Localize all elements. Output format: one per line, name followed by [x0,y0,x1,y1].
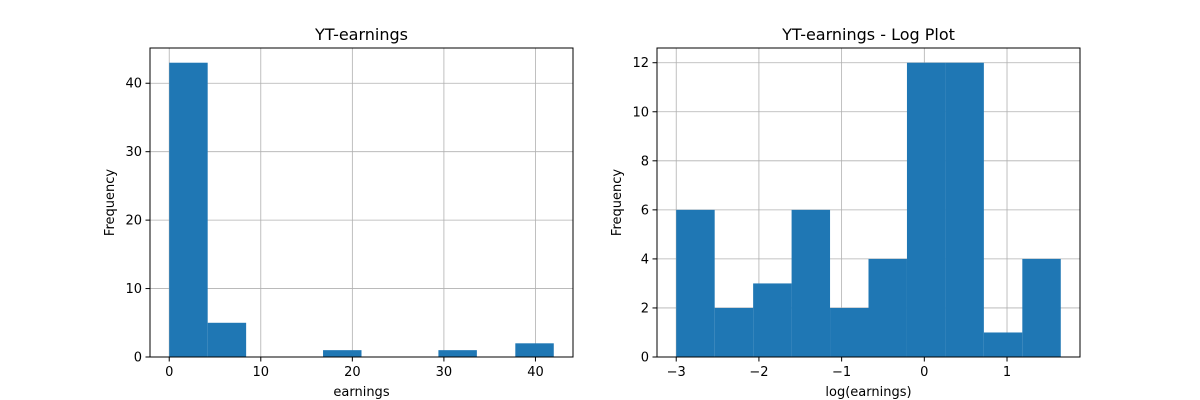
histogram-bar [753,283,792,357]
y-axis-label-earnings: Frequency [103,169,118,236]
histogram-bar [169,62,208,357]
histogram-bar [906,62,946,357]
histogram-bar [945,62,984,357]
x-tick-label: 10 [253,365,270,380]
histogram-bar [323,350,362,357]
histogram-bar [207,322,247,357]
histogram-bar [983,332,1023,357]
y-tick-label: 10 [632,105,649,120]
y-tick-label: 8 [641,154,649,169]
histogram-bar [515,343,554,357]
x-tick-label: 20 [344,365,361,380]
histogram-bar [438,350,477,357]
axes-frame-earnings [149,47,574,358]
y-tick-label: 30 [125,145,142,160]
y-tick-label: 20 [125,214,142,229]
y-tick-label: 4 [641,252,649,267]
y-axis-label-log-earnings: Frequency [610,169,625,236]
histogram-bar [791,209,831,357]
x-axis-label-log-earnings: log(earnings) [825,385,911,400]
x-tick-label: 1 [1003,365,1011,380]
x-axis-label-earnings: earnings [333,385,389,400]
histogram-bar [714,307,754,357]
histogram-bar [830,307,869,357]
y-tick-label: 0 [134,351,142,366]
x-tick-label: −1 [832,365,851,380]
x-tick-label: 0 [920,365,928,380]
x-tick-label: 0 [165,365,173,380]
chart-title-earnings: YT-earnings [314,25,408,44]
x-tick-label: 40 [527,365,544,380]
y-tick-label: 0 [641,351,649,366]
histogram-bar [676,209,715,357]
histogram-bar [868,258,907,357]
y-tick-label: 6 [641,203,649,218]
y-tick-label: 12 [632,56,649,71]
axes-frame-log-earnings [656,47,1081,358]
histogram-bar [1022,258,1061,357]
y-tick-label: 40 [125,77,142,92]
y-tick-label: 2 [641,301,649,316]
x-tick-label: −3 [667,365,686,380]
x-tick-label: 30 [436,365,453,380]
x-tick-label: −2 [749,365,768,380]
y-tick-label: 10 [125,282,142,297]
chart-title-log-earnings: YT-earnings - Log Plot [781,25,955,44]
